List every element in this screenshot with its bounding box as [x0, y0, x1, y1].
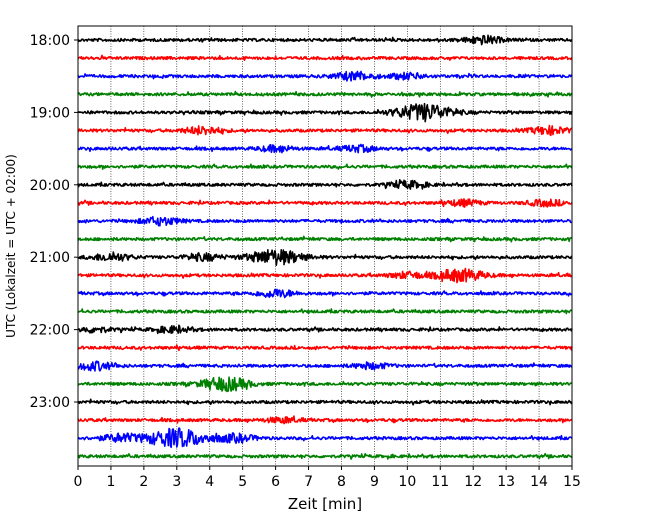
seismogram-trace-1815 — [77, 54, 573, 61]
seismogram-trace-2100 — [77, 248, 573, 266]
seismogram-trace-2145 — [77, 308, 573, 315]
seismogram-trace-1830 — [77, 70, 573, 82]
seismogram-trace-2130 — [77, 288, 573, 299]
x-tick-label: 7 — [304, 474, 313, 490]
x-tick-label: 13 — [497, 474, 515, 490]
x-tick-label: 15 — [563, 474, 581, 490]
y-tick-label: 20:00 — [30, 178, 70, 194]
plot-frame — [77, 25, 573, 467]
x-tick-label: 3 — [172, 474, 181, 490]
y-tick-label: 19:00 — [30, 105, 70, 121]
seismogram-trace-2230 — [77, 360, 573, 372]
x-tick-label: 14 — [530, 474, 548, 490]
seismogram-trace-2045 — [77, 235, 573, 243]
x-tick-label: 0 — [74, 474, 83, 490]
seismogram-trace-1915 — [77, 124, 573, 137]
seismogram-trace-2300 — [77, 398, 573, 406]
seismogram-trace-2315 — [77, 415, 573, 425]
x-tick-label: 11 — [431, 474, 449, 490]
x-tick-label: 10 — [398, 474, 416, 490]
seismogram-trace-2345 — [77, 452, 573, 460]
seismogram-trace-2330 — [77, 427, 573, 449]
seismogram-trace-1800 — [77, 34, 573, 46]
y-axis-ticks: 18:00 19:00 20:00 21:00 22:00 23:00 — [30, 33, 78, 411]
x-tick-label: 5 — [238, 474, 247, 490]
x-tick-label: 2 — [139, 474, 148, 490]
x-axis-ticks: 0 1 2 3 4 5 6 7 8 9 10 11 12 13 14 15 — [74, 466, 581, 490]
seismogram-trace-2245 — [77, 376, 573, 393]
seismogram-trace-2015 — [77, 198, 573, 208]
y-tick-label: 23:00 — [30, 395, 70, 411]
seismogram-trace-1845 — [77, 90, 573, 98]
seismogram-trace-2215 — [77, 344, 573, 352]
y-tick-label: 18:00 — [30, 33, 70, 49]
y-tick-label: 22:00 — [30, 323, 70, 339]
x-tick-label: 6 — [271, 474, 280, 490]
x-tick-label: 12 — [464, 474, 482, 490]
x-tick-label: 4 — [205, 474, 214, 490]
seismogram-trace-2115 — [77, 267, 573, 284]
y-tick-label: 21:00 — [30, 250, 70, 266]
seismogram-trace-1930 — [77, 143, 573, 154]
seismogram-trace-2030 — [77, 215, 573, 227]
x-tick-label: 1 — [106, 474, 115, 490]
seismogram-trace-2200 — [77, 324, 573, 335]
x-axis-label: Zeit [min] — [288, 495, 362, 513]
y-axis-label: UTC (Lokalzeit = UTC + 02:00) — [4, 154, 18, 338]
grid-lines — [110, 26, 540, 466]
seismogram-trace-1900 — [77, 102, 573, 123]
seismogram-traces — [77, 34, 573, 460]
x-tick-label: 8 — [337, 474, 346, 490]
seismogram-trace-1945 — [77, 163, 573, 170]
x-tick-label: 9 — [370, 474, 379, 490]
seismogram-trace-2000 — [77, 178, 573, 190]
